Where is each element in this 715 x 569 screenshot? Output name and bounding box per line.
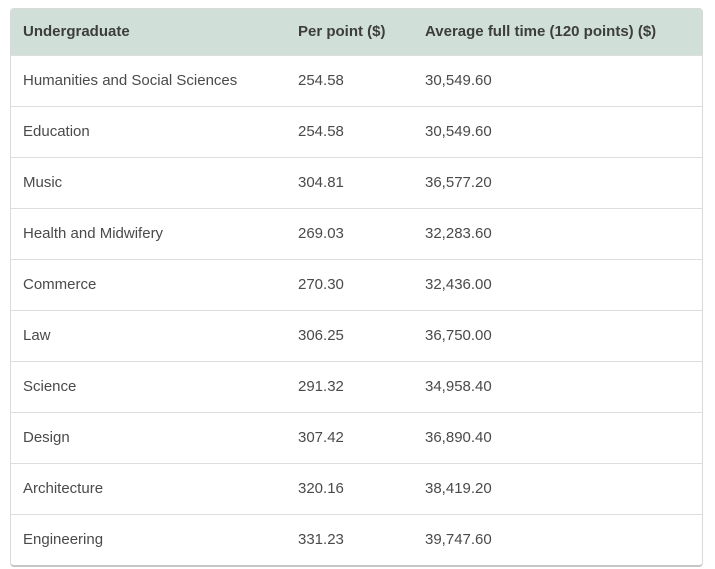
fees-table-container: Undergraduate Per point ($) Average full… — [10, 8, 703, 567]
per-point-cell: 320.16 — [286, 463, 413, 515]
table-row: Architecture 320.16 38,419.20 — [11, 463, 702, 515]
table-header: Undergraduate Per point ($) Average full… — [11, 9, 702, 56]
avg-full-time-cell: 30,549.60 — [413, 55, 702, 107]
per-point-cell: 254.58 — [286, 106, 413, 158]
avg-full-time-cell: 36,577.20 — [413, 157, 702, 209]
program-cell: Design — [11, 412, 286, 464]
avg-full-time-cell: 30,549.60 — [413, 106, 702, 158]
per-point-cell: 307.42 — [286, 412, 413, 464]
table-row: Design 307.42 36,890.40 — [11, 412, 702, 464]
column-header-average-full-time: Average full time (120 points) ($) — [413, 9, 702, 56]
table-row: Engineering 331.23 39,747.60 — [11, 514, 702, 565]
program-cell: Education — [11, 106, 286, 158]
avg-full-time-cell: 39,747.60 — [413, 514, 702, 565]
per-point-cell: 254.58 — [286, 55, 413, 107]
program-cell: Engineering — [11, 514, 286, 565]
avg-full-time-cell: 34,958.40 — [413, 361, 702, 413]
per-point-cell: 331.23 — [286, 514, 413, 565]
program-cell: Commerce — [11, 259, 286, 311]
avg-full-time-cell: 32,436.00 — [413, 259, 702, 311]
avg-full-time-cell: 36,890.40 — [413, 412, 702, 464]
program-cell: Humanities and Social Sciences — [11, 55, 286, 107]
per-point-cell: 269.03 — [286, 208, 413, 260]
avg-full-time-cell: 38,419.20 — [413, 463, 702, 515]
table-body: Humanities and Social Sciences 254.58 30,5… — [11, 55, 702, 565]
table-row: Humanities and Social Sciences 254.58 30,5… — [11, 55, 702, 107]
program-cell: Science — [11, 361, 286, 413]
program-cell: Health and Midwifery — [11, 208, 286, 260]
table-row: Education 254.58 30,549.60 — [11, 106, 702, 158]
table-header-row: Undergraduate Per point ($) Average full… — [11, 9, 702, 56]
table-row: Commerce 270.30 32,436.00 — [11, 259, 702, 311]
undergraduate-fees-table: Undergraduate Per point ($) Average full… — [11, 9, 702, 565]
program-cell: Music — [11, 157, 286, 209]
per-point-cell: 291.32 — [286, 361, 413, 413]
column-header-undergraduate: Undergraduate — [11, 9, 286, 56]
per-point-cell: 306.25 — [286, 310, 413, 362]
table-row: Science 291.32 34,958.40 — [11, 361, 702, 413]
program-cell: Law — [11, 310, 286, 362]
per-point-cell: 270.30 — [286, 259, 413, 311]
table-row: Law 306.25 36,750.00 — [11, 310, 702, 362]
avg-full-time-cell: 36,750.00 — [413, 310, 702, 362]
table-row: Music 304.81 36,577.20 — [11, 157, 702, 209]
table-row: Health and Midwifery 269.03 32,283.60 — [11, 208, 702, 260]
avg-full-time-cell: 32,283.60 — [413, 208, 702, 260]
per-point-cell: 304.81 — [286, 157, 413, 209]
program-cell: Architecture — [11, 463, 286, 515]
column-header-per-point: Per point ($) — [286, 9, 413, 56]
